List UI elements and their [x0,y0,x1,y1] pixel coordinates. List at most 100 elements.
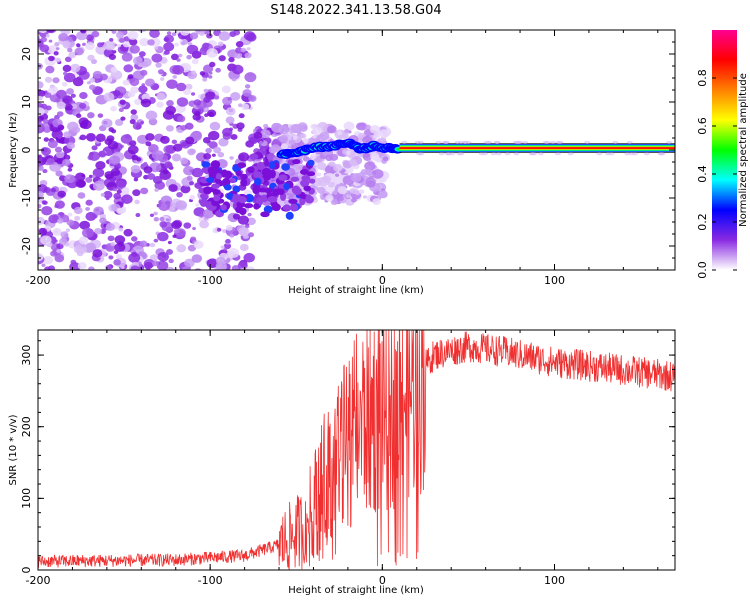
spectrogram-noise-mark [245,266,255,270]
spectrogram-noise-mark [149,213,154,218]
spectrogram-noise-mark [210,30,211,31]
spectrogram-noise-mark [172,75,177,79]
spectrogram-noise-mark [85,206,90,211]
spectrogram-noise-mark [66,142,76,150]
spectrogram-noise-mark [246,32,257,42]
spectrogram-noise-mark [57,190,67,198]
spectrogram-noise-mark [42,118,49,124]
snr-xtick-label: -200 [26,574,51,587]
spectrogram-noise-mark [76,76,82,81]
spectrogram-noise-mark [163,42,175,52]
spectrogram-noise-mark [643,152,650,156]
spectrogram-noise-mark [217,151,225,158]
spectrogram-noise-mark [243,252,255,263]
spectrogram-noise-mark [238,103,243,108]
spectrogram-noise-mark [401,140,408,144]
spectrogram-noise-mark [443,140,450,144]
spectrogram-noise-mark [41,205,53,216]
spectrogram-cluster-mark [203,186,212,195]
snr-xtick-label: 0 [379,574,386,587]
spectrogram-noise-mark [238,226,250,237]
spectrogram-noise-mark [319,131,330,141]
spectrogram-noise-mark [180,30,190,36]
spectrogram-cluster-mark [281,163,291,171]
spectrogram-noise-mark [320,195,326,200]
snr-ticks: -200 -100 0 100 0 100 200 300 [20,330,675,587]
spectrogram-noise-mark [159,216,165,222]
spectrogram-noise-mark [63,72,76,83]
spectrogram-noise-mark [97,113,104,118]
spectrogram-noise-mark [316,162,327,170]
spectrogram-noise-mark [626,140,633,144]
spectrogram-noise-mark [67,212,73,217]
spectrogram-cluster-mark [301,175,311,182]
spectrogram-noise-mark [140,120,144,125]
spectrogram-noise-mark [193,99,202,106]
spectrogram-noise-mark [199,31,205,37]
spectrogram-noise-mark [38,216,45,225]
spectrogram-noise-mark [248,94,257,102]
spectrogram-noise-mark [317,176,330,187]
spectrogram-noise-mark [127,91,136,98]
spectrogram-noise-mark [335,173,340,177]
spectrogram-noise-mark [38,30,48,34]
spectrogram-noise-mark [312,126,323,136]
spectrogram-noise-mark [513,152,520,156]
spectrogram-noise-mark [87,112,95,119]
spectrogram-noise-mark [537,152,544,156]
spectrogram-noise-mark [237,215,249,225]
spectrogram-noise-mark [205,147,212,154]
spectrogram-noise-mark [113,259,121,266]
spectrogram-noise-mark [153,238,159,243]
spectrogram-noise-mark [77,192,86,199]
spectrogram-noise-mark [79,134,87,141]
spectrogram-noise-mark [280,143,289,150]
spectrogram-noise-mark [64,56,72,63]
spectrogram-noise-mark [171,139,178,145]
spectrogram-noise-mark [366,180,376,188]
spectrogram-noise-mark [86,134,96,142]
snr-ytick-label: 0 [20,567,33,574]
spectrogram-noise-mark [115,31,124,39]
colorbar-tick-label: 0.4 [696,165,709,183]
spectrogram-noise-mark [97,42,104,48]
spectrogram-noise-mark [189,169,194,173]
spectrogram-noise-mark [225,224,233,231]
spectrogram-noise-mark [379,129,390,138]
spectrogram-noise-mark [378,190,388,199]
spectrogram-noise-mark [145,133,155,141]
spectrogram-cluster-mark [288,198,298,204]
spectrogram-noise-mark [199,30,207,31]
spectrogram-noise-mark [105,173,113,180]
spectrogram-noise-mark [225,238,231,244]
spectrogram-noise-mark [91,145,98,151]
spectrogram-noise-mark [38,81,44,89]
spectrogram-noise-mark [171,153,182,162]
spectrogram-noise-mark [444,152,451,156]
spectrogram-noise-mark [357,122,368,131]
spectrogram-noise-mark [160,135,170,144]
spectrogram-noise-mark [128,252,141,263]
spectrogram-noise-mark [218,55,226,62]
spectrogram-noise-mark [246,217,256,226]
spectrogram-cluster-mark [223,184,232,191]
spectrogram-noise-mark [372,198,381,206]
spectrogram-noise-mark [163,37,170,42]
spectrogram-noise-mark [337,186,348,195]
spectrogram-noise-mark [152,260,159,267]
spectrogram-noise-mark [181,266,191,270]
spectrogram-noise-mark [74,215,81,221]
spectrogram-xlabel: Height of straight line (km) [288,285,424,296]
spectrogram-noise-mark [92,180,105,191]
spectrogram-noise-mark [350,173,362,183]
spectrogram-noise-mark [50,187,57,193]
spectrogram-noise-mark [45,33,50,38]
spectrogram-noise-mark [326,125,337,134]
spectrogram-noise-mark [172,65,185,75]
spectrogram-noise-mark [38,115,45,122]
spectrogram-noise-mark [48,214,60,224]
spectrogram-noise-mark [223,247,228,251]
spectrogram-noise-mark [337,196,344,202]
snr-ylabel: SNR (10 * v/v) [8,414,19,485]
spectrogram-noise-mark [94,79,100,84]
